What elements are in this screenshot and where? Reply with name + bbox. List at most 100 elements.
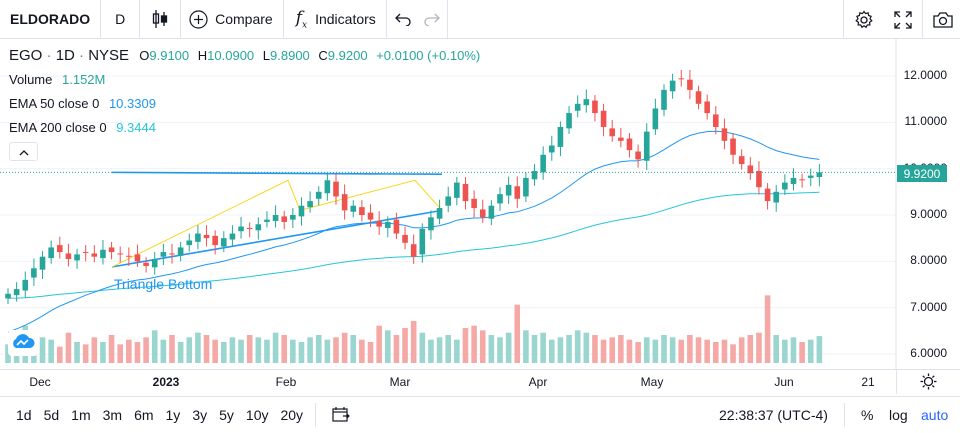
volume-bar	[626, 339, 633, 363]
settings-button[interactable]	[844, 0, 884, 39]
candle-body	[583, 99, 590, 106]
volume-bar	[56, 346, 63, 363]
legend-collapse-button[interactable]	[9, 142, 38, 161]
log-toggle[interactable]: log	[889, 407, 908, 423]
range-button-1m[interactable]: 1m	[71, 407, 91, 423]
candle-body	[315, 191, 322, 199]
volume-bar	[747, 335, 754, 363]
range-button-1y[interactable]: 1y	[165, 407, 181, 423]
legend-volume[interactable]: Volume 1.152M	[9, 72, 105, 87]
date-range-button[interactable]	[332, 406, 350, 425]
symbol-search-button[interactable]: ELDORADO	[0, 0, 100, 39]
volume-bars	[5, 295, 823, 363]
range-button-5y[interactable]: 5y	[219, 407, 234, 423]
range-button-20y[interactable]: 20y	[280, 407, 304, 423]
auto-toggle[interactable]: auto	[921, 407, 949, 423]
candle-body	[618, 137, 624, 141]
fullscreen-icon	[894, 10, 912, 29]
candle-body	[428, 217, 434, 231]
volume-bar	[74, 342, 80, 363]
price-chart[interactable]	[0, 39, 960, 369]
volume-bar	[333, 337, 339, 363]
chart-pane[interactable]	[0, 39, 960, 395]
indicators-button[interactable]: fx Indicators	[284, 0, 386, 39]
axis-settings-button[interactable]	[920, 373, 937, 395]
candle-body	[350, 205, 357, 212]
volume-bar	[402, 328, 408, 363]
candle-body	[462, 183, 469, 202]
tradingview-logo[interactable]	[8, 330, 38, 356]
range-button-6m[interactable]: 6m	[134, 407, 154, 423]
price-tick-label: 7.0000	[910, 299, 947, 314]
candle-body	[229, 233, 236, 240]
undo-button[interactable]	[389, 0, 417, 39]
candle-body	[220, 238, 227, 247]
volume-bar	[324, 339, 331, 363]
candle-body	[359, 207, 365, 215]
candle-body	[436, 208, 443, 219]
volume-bar	[669, 337, 676, 363]
time-axis[interactable]: Dec 2023 Feb Mar Apr May Jun 21	[0, 369, 960, 395]
percent-toggle[interactable]: %	[861, 407, 874, 423]
time-tick-label: Feb	[275, 375, 297, 389]
range-button-3m[interactable]: 3m	[102, 407, 123, 423]
toolbar-divider	[385, 0, 387, 39]
screenshot-button[interactable]	[923, 0, 960, 39]
candle-body	[678, 78, 685, 80]
toolbar-divider	[100, 0, 102, 39]
candle-body	[195, 233, 201, 242]
candle-body	[756, 170, 762, 188]
ema50-value: 10.3309	[108, 96, 156, 111]
candle-body	[255, 224, 262, 231]
range-button-10y[interactable]: 10y	[245, 407, 269, 423]
candle-body	[376, 221, 382, 227]
legend-ema50[interactable]: EMA 50 close 0 10.3309	[9, 96, 156, 111]
volume-value: 1.152M	[62, 72, 106, 87]
candles-icon	[152, 9, 168, 29]
candle-body	[410, 244, 417, 257]
volume-bar	[436, 337, 443, 363]
candle-body	[669, 80, 676, 92]
volume-bar	[134, 342, 141, 363]
toolbar-divider	[446, 0, 448, 39]
interval-button[interactable]: D	[101, 0, 139, 39]
range-buttons: 1d 5d 1m 3m 6m 1y 3y 5y 10y 20y	[10, 407, 309, 423]
volume-bar	[169, 335, 175, 363]
volume-bar	[609, 337, 616, 363]
candle-body	[324, 180, 331, 194]
volume-bar	[186, 337, 193, 363]
clock[interactable]: 22:38:37 (UTC-4)	[719, 407, 828, 423]
chart-type-button[interactable]	[140, 0, 180, 39]
volume-bar	[479, 330, 486, 363]
range-button-3y[interactable]: 3y	[192, 407, 208, 423]
price-tick-label: 9.0000	[910, 207, 947, 221]
candle-body	[143, 262, 149, 266]
range-button-1d[interactable]: 1d	[16, 407, 32, 423]
candle-body	[643, 131, 650, 161]
volume-bar	[195, 332, 201, 363]
last-price-tag: 9.9200	[897, 165, 947, 182]
volume-bar	[557, 337, 564, 363]
candle-body	[816, 172, 823, 178]
candle-body	[384, 221, 391, 228]
fullscreen-button[interactable]	[884, 0, 922, 39]
toolbar-divider	[922, 0, 923, 39]
range-button-5d[interactable]: 5d	[43, 407, 60, 423]
time-tick-label: Mar	[389, 375, 411, 389]
compare-button[interactable]: Compare	[181, 0, 283, 39]
close-value: 9.9200	[327, 48, 368, 63]
candle-body	[773, 191, 780, 203]
redo-button[interactable]	[417, 0, 447, 39]
candle-body	[238, 226, 244, 232]
legend-ohlc: O9.9100 H10.0900 L9.8900 C9.9200 +0.0100…	[139, 48, 481, 63]
time-tick-label: Dec	[29, 375, 51, 389]
candle-body	[341, 194, 348, 211]
cloud-logo-icon	[11, 332, 35, 355]
volume-bar	[272, 332, 279, 363]
volume-bar	[126, 339, 132, 363]
legend-ticker: EGO	[9, 47, 43, 64]
legend-ema200[interactable]: EMA 200 close 0 9.3444	[9, 120, 156, 135]
volume-bar	[471, 325, 477, 363]
candle-body	[177, 247, 184, 256]
candle-body	[160, 252, 167, 257]
